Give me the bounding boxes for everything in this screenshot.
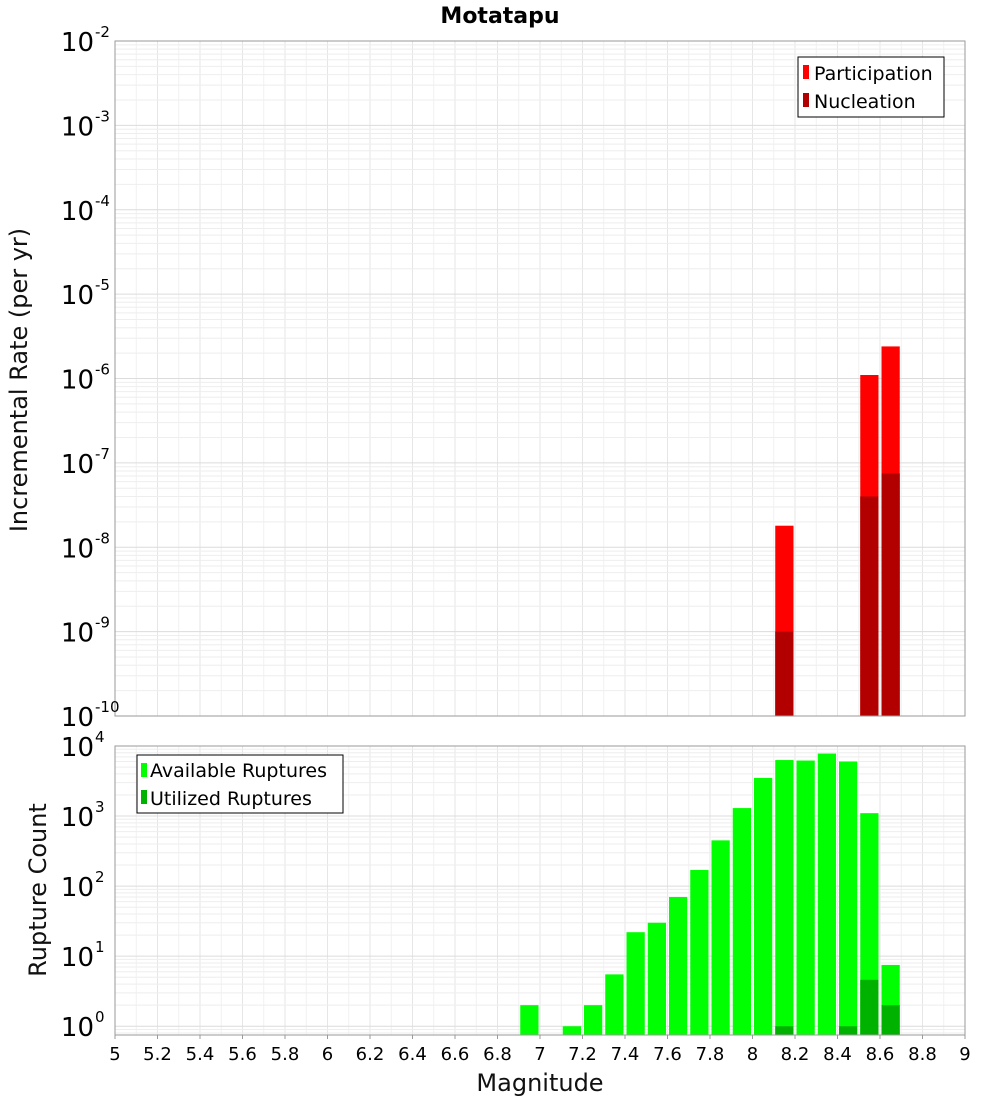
- bar-nucleation: [775, 631, 794, 716]
- bar-available-ruptures: [520, 1005, 539, 1035]
- bottom-y-axis-label: Rupture Count: [24, 803, 52, 977]
- bar-available-ruptures: [562, 1026, 581, 1035]
- y-tick-exponent: 4: [95, 728, 105, 746]
- y-tick-label: 10: [61, 112, 94, 142]
- x-tick-label: 8.4: [823, 1044, 852, 1065]
- legend-label-utilized-ruptures: Utilized Ruptures: [150, 788, 312, 810]
- y-tick-exponent: 2: [95, 868, 105, 886]
- y-tick-label: 10: [61, 1013, 94, 1043]
- bar-available-ruptures: [775, 760, 794, 1035]
- top-plot-frame: [114, 40, 966, 717]
- x-axis-label: Magnitude: [476, 1069, 603, 1097]
- bottom-plot-x-ticks: 5 5.2 5.4 5.6 5.8 6 6.2 6.4 6.6 6.8 7 7.2 7.4 7.6 7.8 8…: [109, 1035, 971, 1065]
- x-tick-label: 5.2: [143, 1044, 172, 1065]
- y-tick-exponent: -7: [95, 445, 110, 463]
- x-tick-label: 6.6: [441, 1044, 470, 1065]
- bar-available-ruptures: [839, 761, 858, 1035]
- y-tick-label: 10: [61, 873, 94, 903]
- x-tick-label: 8.8: [908, 1044, 937, 1065]
- y-tick-exponent: 1: [95, 938, 105, 956]
- x-tick-label: 5.4: [186, 1044, 215, 1065]
- bar-available-ruptures: [690, 869, 709, 1035]
- y-tick-exponent: -5: [95, 276, 110, 294]
- y-tick-label: 10: [61, 803, 94, 833]
- y-tick-exponent: -2: [95, 23, 110, 41]
- y-tick-exponent: -3: [95, 107, 110, 125]
- x-tick-label: 8: [747, 1044, 758, 1065]
- y-tick-label: 10: [61, 943, 94, 973]
- chart-title: Motatapu: [440, 4, 559, 29]
- legend-label-participation: Participation: [814, 63, 933, 85]
- y-tick-exponent: 0: [95, 1008, 105, 1026]
- bar-nucleation: [881, 473, 900, 716]
- x-tick-label: 7.8: [696, 1044, 725, 1065]
- y-tick-exponent: 3: [95, 798, 105, 816]
- y-tick-exponent: -6: [95, 361, 110, 379]
- legend-swatch-participation: [803, 65, 809, 79]
- bar-available-ruptures: [669, 896, 688, 1035]
- legend-swatch-utilized-ruptures: [141, 790, 147, 804]
- bar-available-ruptures: [626, 932, 645, 1035]
- y-tick-exponent: -8: [95, 529, 110, 547]
- y-tick-label: 10: [61, 534, 94, 564]
- bar-available-ruptures: [711, 840, 730, 1035]
- x-tick-label: 9: [959, 1044, 970, 1065]
- x-tick-label: 7.6: [653, 1044, 682, 1065]
- x-tick-label: 8.2: [781, 1044, 810, 1065]
- bar-nucleation: [860, 496, 879, 716]
- y-tick-label: 10: [61, 366, 94, 396]
- x-tick-label: 7.2: [568, 1044, 597, 1065]
- bar-utilized-ruptures: [775, 1026, 794, 1035]
- bar-available-ruptures: [732, 808, 751, 1035]
- x-tick-label: 6.8: [483, 1044, 512, 1065]
- top-y-axis-label: Incremental Rate (per yr): [5, 228, 33, 532]
- x-tick-label: 7: [534, 1044, 545, 1065]
- bar-utilized-ruptures: [881, 1005, 900, 1035]
- x-tick-label: 6.4: [398, 1044, 427, 1065]
- legend-swatch-available-ruptures: [141, 763, 147, 777]
- bar-available-ruptures: [796, 760, 815, 1035]
- x-tick-label: 6: [322, 1044, 333, 1065]
- x-tick-label: 7.4: [611, 1044, 640, 1065]
- bottom-legend: Available Ruptures Utilized Ruptures: [136, 754, 344, 814]
- bar-available-ruptures: [754, 777, 773, 1035]
- top-legend: Participation Nucleation: [797, 56, 945, 118]
- y-tick-label: 10: [61, 450, 94, 480]
- x-tick-label: 5.6: [228, 1044, 257, 1065]
- bottom-legend-box: [136, 754, 344, 814]
- bar-available-ruptures: [817, 753, 836, 1035]
- bar-available-ruptures: [860, 813, 879, 1035]
- y-tick-label: 10: [61, 197, 94, 227]
- x-tick-label: 8.6: [866, 1044, 895, 1065]
- bar-available-ruptures: [647, 922, 666, 1035]
- top-plot-y-ticks: 10-210-310-410-510-610-710-810-910-10: [61, 23, 120, 733]
- bar-utilized-ruptures: [860, 979, 879, 1035]
- top-legend-box: [797, 56, 945, 118]
- legend-swatch-nucleation: [803, 93, 809, 107]
- y-tick-label: 10: [61, 281, 94, 311]
- bar-available-ruptures: [584, 1005, 603, 1035]
- legend-label-available-ruptures: Available Ruptures: [150, 760, 327, 782]
- y-tick-exponent: -4: [95, 192, 110, 210]
- y-tick-label: 10: [61, 733, 94, 763]
- bar-utilized-ruptures: [839, 1026, 858, 1035]
- legend-label-nucleation: Nucleation: [814, 91, 916, 113]
- x-tick-label: 5: [109, 1044, 120, 1065]
- y-tick-label: 10: [61, 28, 94, 58]
- y-tick-exponent: -9: [95, 614, 110, 632]
- x-tick-label: 6.2: [356, 1044, 385, 1065]
- bottom-plot-bars: [520, 753, 900, 1035]
- bar-available-ruptures: [605, 974, 624, 1035]
- y-tick-exponent: -10: [95, 698, 120, 716]
- top-plot-bars: [775, 346, 900, 716]
- x-tick-label: 5.8: [271, 1044, 300, 1065]
- y-tick-label: 10: [61, 619, 94, 649]
- y-tick-label: 10: [61, 703, 94, 733]
- top-plot-grid: [115, 41, 965, 716]
